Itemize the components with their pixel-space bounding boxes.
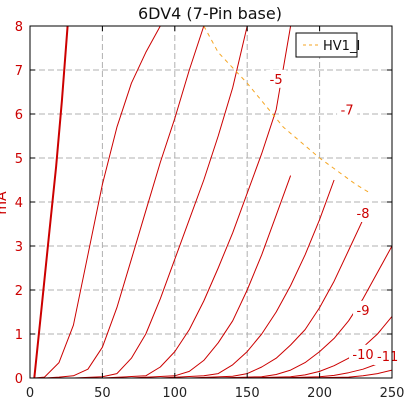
y-tick-label: 4 — [15, 196, 23, 211]
curve-label-bg — [353, 204, 374, 222]
plate-curve — [305, 369, 393, 379]
plate-curve — [131, 175, 292, 379]
curve-label: -11 — [377, 350, 398, 365]
curve-label-bg — [349, 344, 378, 363]
y-tick-label: 7 — [15, 64, 23, 79]
y-tick-label: 2 — [15, 284, 23, 299]
x-tick-label: 250 — [380, 386, 405, 401]
y-axis-label: mA — [0, 191, 10, 215]
curve-label-bg — [373, 347, 402, 365]
curve-label: -8 — [357, 207, 370, 222]
x-tick-label: 100 — [162, 386, 187, 401]
legend-box — [295, 32, 358, 58]
y-tick-label: 5 — [15, 152, 23, 167]
plate-curve — [44, 25, 205, 379]
chart-title: 6DV4 (7-Pin base) — [138, 4, 282, 23]
curve-label: -7 — [341, 104, 354, 119]
plate-curve — [34, 25, 161, 379]
x-tick-label: 200 — [307, 386, 332, 401]
y-tick-label: 1 — [15, 328, 23, 343]
plate-curve — [102, 25, 292, 379]
curve-label: -5 — [270, 73, 283, 88]
y-tick-label: 6 — [15, 108, 23, 123]
x-tick-label: 150 — [235, 386, 260, 401]
x-tick-label: 50 — [94, 386, 111, 401]
plate-curve — [189, 219, 364, 379]
plate-curve — [160, 179, 335, 379]
x-tick-label: 0 — [26, 386, 34, 401]
axis-ticks: 0 50 100 150 200 250 0 1 2 3 4 5 6 7 8 — [15, 20, 405, 401]
y-tick-label: 3 — [15, 240, 23, 255]
y-tick-label: 0 — [15, 372, 23, 387]
legend-entry: HV1_I — [323, 39, 360, 54]
plate-curve — [33, 25, 69, 379]
plate-curve — [218, 245, 393, 379]
curve-label: -9 — [357, 304, 370, 319]
curve-label: -10 — [352, 348, 373, 363]
y-tick-label: 8 — [15, 20, 23, 35]
curve-label-bg — [337, 100, 358, 119]
plate-curve — [73, 25, 248, 379]
curve-label-bg — [266, 69, 287, 88]
curve-label-bg — [353, 300, 374, 319]
grid — [30, 26, 392, 378]
dissipation-curve — [203, 25, 371, 194]
legend: HV1_I — [295, 32, 360, 58]
plate-curves — [33, 25, 393, 379]
plate-curve — [247, 316, 393, 379]
